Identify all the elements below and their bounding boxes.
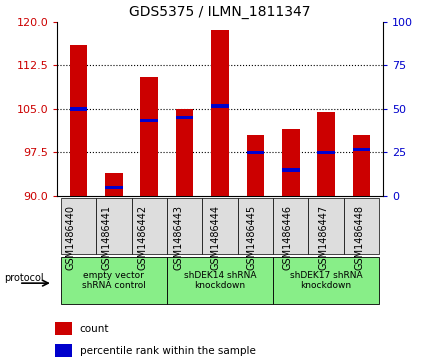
Text: percentile rank within the sample: percentile rank within the sample xyxy=(80,346,256,356)
Bar xyxy=(176,109,194,196)
Text: GSM1486442: GSM1486442 xyxy=(138,205,148,270)
Bar xyxy=(282,168,300,172)
Bar xyxy=(317,151,335,154)
Text: GSM1486447: GSM1486447 xyxy=(319,205,329,270)
Bar xyxy=(238,198,273,254)
Text: empty vector
shRNA control: empty vector shRNA control xyxy=(82,271,146,290)
Bar xyxy=(167,257,273,304)
Text: protocol: protocol xyxy=(4,273,44,283)
Text: GSM1486441: GSM1486441 xyxy=(102,205,111,270)
Bar xyxy=(344,198,379,254)
Bar xyxy=(105,173,123,196)
Bar xyxy=(202,198,238,254)
Text: GSM1486440: GSM1486440 xyxy=(65,205,75,270)
Bar xyxy=(246,151,264,154)
Text: GSM1486448: GSM1486448 xyxy=(355,205,365,270)
Text: count: count xyxy=(80,324,109,334)
Title: GDS5375 / ILMN_1811347: GDS5375 / ILMN_1811347 xyxy=(129,5,311,19)
Bar xyxy=(70,107,87,111)
Text: GSM1486446: GSM1486446 xyxy=(282,205,292,270)
Bar xyxy=(211,30,229,196)
Bar xyxy=(61,257,167,304)
Bar xyxy=(140,77,158,196)
Bar xyxy=(61,198,96,254)
Bar xyxy=(211,104,229,108)
Bar xyxy=(70,45,87,196)
Bar xyxy=(317,112,335,196)
Bar xyxy=(308,198,344,254)
Bar xyxy=(105,185,123,189)
Text: shDEK14 shRNA
knockdown: shDEK14 shRNA knockdown xyxy=(184,271,256,290)
Text: GSM1486444: GSM1486444 xyxy=(210,205,220,270)
Bar xyxy=(140,119,158,122)
Text: GSM1486445: GSM1486445 xyxy=(246,205,256,270)
Bar xyxy=(96,198,132,254)
Bar xyxy=(282,129,300,196)
Bar xyxy=(55,322,72,335)
Bar xyxy=(246,135,264,196)
Bar xyxy=(132,198,167,254)
Bar xyxy=(273,257,379,304)
Text: shDEK17 shRNA
knockdown: shDEK17 shRNA knockdown xyxy=(290,271,363,290)
Bar xyxy=(167,198,202,254)
Bar xyxy=(55,344,72,357)
Bar xyxy=(176,116,194,119)
Bar xyxy=(273,198,308,254)
Text: GSM1486443: GSM1486443 xyxy=(174,205,184,270)
Bar xyxy=(353,148,370,151)
Bar xyxy=(353,135,370,196)
